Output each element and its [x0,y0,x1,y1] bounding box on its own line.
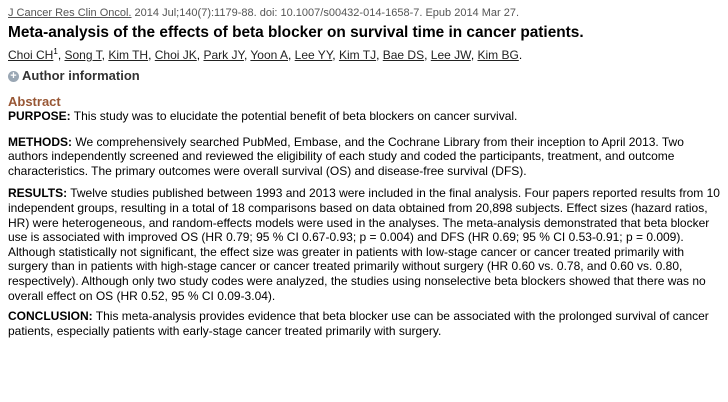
purpose-paragraph: PURPOSE: This study was to elucidate the… [8,109,720,124]
article-title: Meta-analysis of the effects of beta blo… [8,24,584,41]
journal-link[interactable]: J Cancer Res Clin Oncol. [8,7,132,19]
conclusion-label: CONCLUSION: [8,309,93,324]
author-link[interactable]: Yoon A [250,48,288,62]
author-information-label: Author information [22,68,140,83]
methods-label: METHODS: [8,134,72,149]
methods-paragraph: METHODS: We comprehensively searched Pub… [8,135,720,179]
author-link[interactable]: Choi CH [8,48,54,62]
results-paragraph: RESULTS: Twelve studies published betwee… [8,186,720,303]
author-link[interactable]: Lee YY [294,48,333,62]
purpose-label: PURPOSE: [8,109,71,123]
citation-details: 2014 Jul;140(7):1179-88. doi: 10.1007/s0… [131,7,520,19]
abstract-heading: Abstract [8,94,61,109]
results-text: Twelve studies published between 1993 an… [8,186,720,303]
citation-line: J Cancer Res Clin Oncol. 2014 Jul;140(7)… [8,6,720,20]
author-link[interactable]: Kim BG [477,48,519,62]
author-link[interactable]: Kim TJ [338,48,377,62]
author-affiliation-sup: 1 [53,47,58,56]
conclusion-text: This meta-analysis provides evidence tha… [8,309,709,338]
purpose-text: This study was to elucidate the potentia… [70,109,518,123]
conclusion-paragraph: CONCLUSION: This meta-analysis provides … [8,309,720,338]
author-link[interactable]: Song T [64,48,102,62]
author-information-toggle[interactable]: + Author information [8,68,720,84]
author-link[interactable]: Choi JK [154,48,197,62]
author-link[interactable]: Bae DS [382,48,425,62]
author-link[interactable]: Park JY [203,48,244,62]
author-list: Choi CH1, Song T, Kim TH, Choi JK, Park … [8,47,523,63]
author-link[interactable]: Lee JW [430,48,471,62]
plus-icon: + [8,70,19,82]
methods-text: We comprehensively searched PubMed, Emba… [8,134,684,178]
results-label: RESULTS: [8,186,68,201]
author-link[interactable]: Kim TH [108,48,149,62]
